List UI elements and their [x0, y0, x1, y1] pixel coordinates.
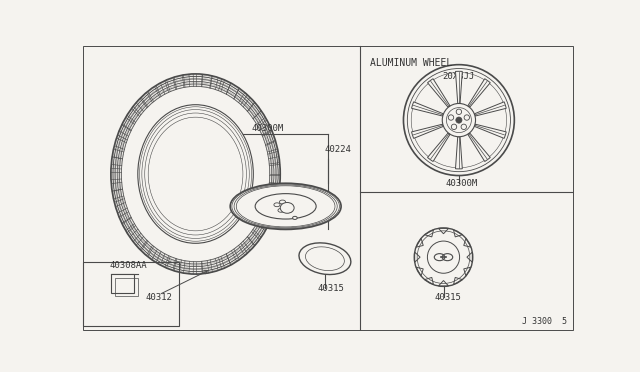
Bar: [83, 262, 179, 327]
Polygon shape: [428, 133, 450, 161]
Ellipse shape: [255, 194, 316, 219]
Polygon shape: [468, 79, 490, 108]
Polygon shape: [456, 71, 462, 103]
Text: 20X8JJ: 20X8JJ: [442, 72, 474, 81]
Ellipse shape: [278, 208, 284, 212]
Polygon shape: [428, 79, 450, 108]
Ellipse shape: [280, 202, 294, 213]
Ellipse shape: [292, 217, 297, 219]
Circle shape: [448, 115, 454, 120]
Ellipse shape: [230, 183, 341, 230]
Circle shape: [442, 103, 476, 137]
Ellipse shape: [138, 105, 253, 243]
Circle shape: [403, 65, 515, 176]
Polygon shape: [474, 102, 506, 116]
Circle shape: [414, 228, 473, 286]
Circle shape: [428, 241, 460, 273]
Circle shape: [456, 117, 462, 123]
Text: 40224: 40224: [325, 145, 352, 154]
Polygon shape: [412, 102, 444, 116]
Polygon shape: [456, 137, 462, 169]
Text: 40315: 40315: [317, 284, 344, 293]
Polygon shape: [412, 124, 444, 138]
Ellipse shape: [274, 203, 280, 207]
Circle shape: [461, 124, 467, 129]
Polygon shape: [468, 133, 490, 161]
Text: 40315: 40315: [435, 293, 461, 302]
Bar: [111, 274, 134, 293]
Polygon shape: [474, 124, 506, 138]
Circle shape: [456, 109, 461, 115]
Text: 40300M: 40300M: [251, 124, 284, 133]
Circle shape: [451, 124, 457, 129]
Text: 40300M: 40300M: [445, 179, 477, 187]
Ellipse shape: [280, 200, 285, 204]
Bar: [115, 278, 138, 296]
Ellipse shape: [285, 209, 292, 213]
Text: 40308AA: 40308AA: [109, 261, 147, 270]
Ellipse shape: [299, 243, 351, 275]
Circle shape: [464, 115, 470, 120]
Text: ALUMINUM WHEEL: ALUMINUM WHEEL: [371, 58, 452, 68]
Text: J 3300  5: J 3300 5: [522, 317, 567, 326]
Ellipse shape: [111, 74, 280, 274]
Text: 40312: 40312: [145, 293, 172, 302]
